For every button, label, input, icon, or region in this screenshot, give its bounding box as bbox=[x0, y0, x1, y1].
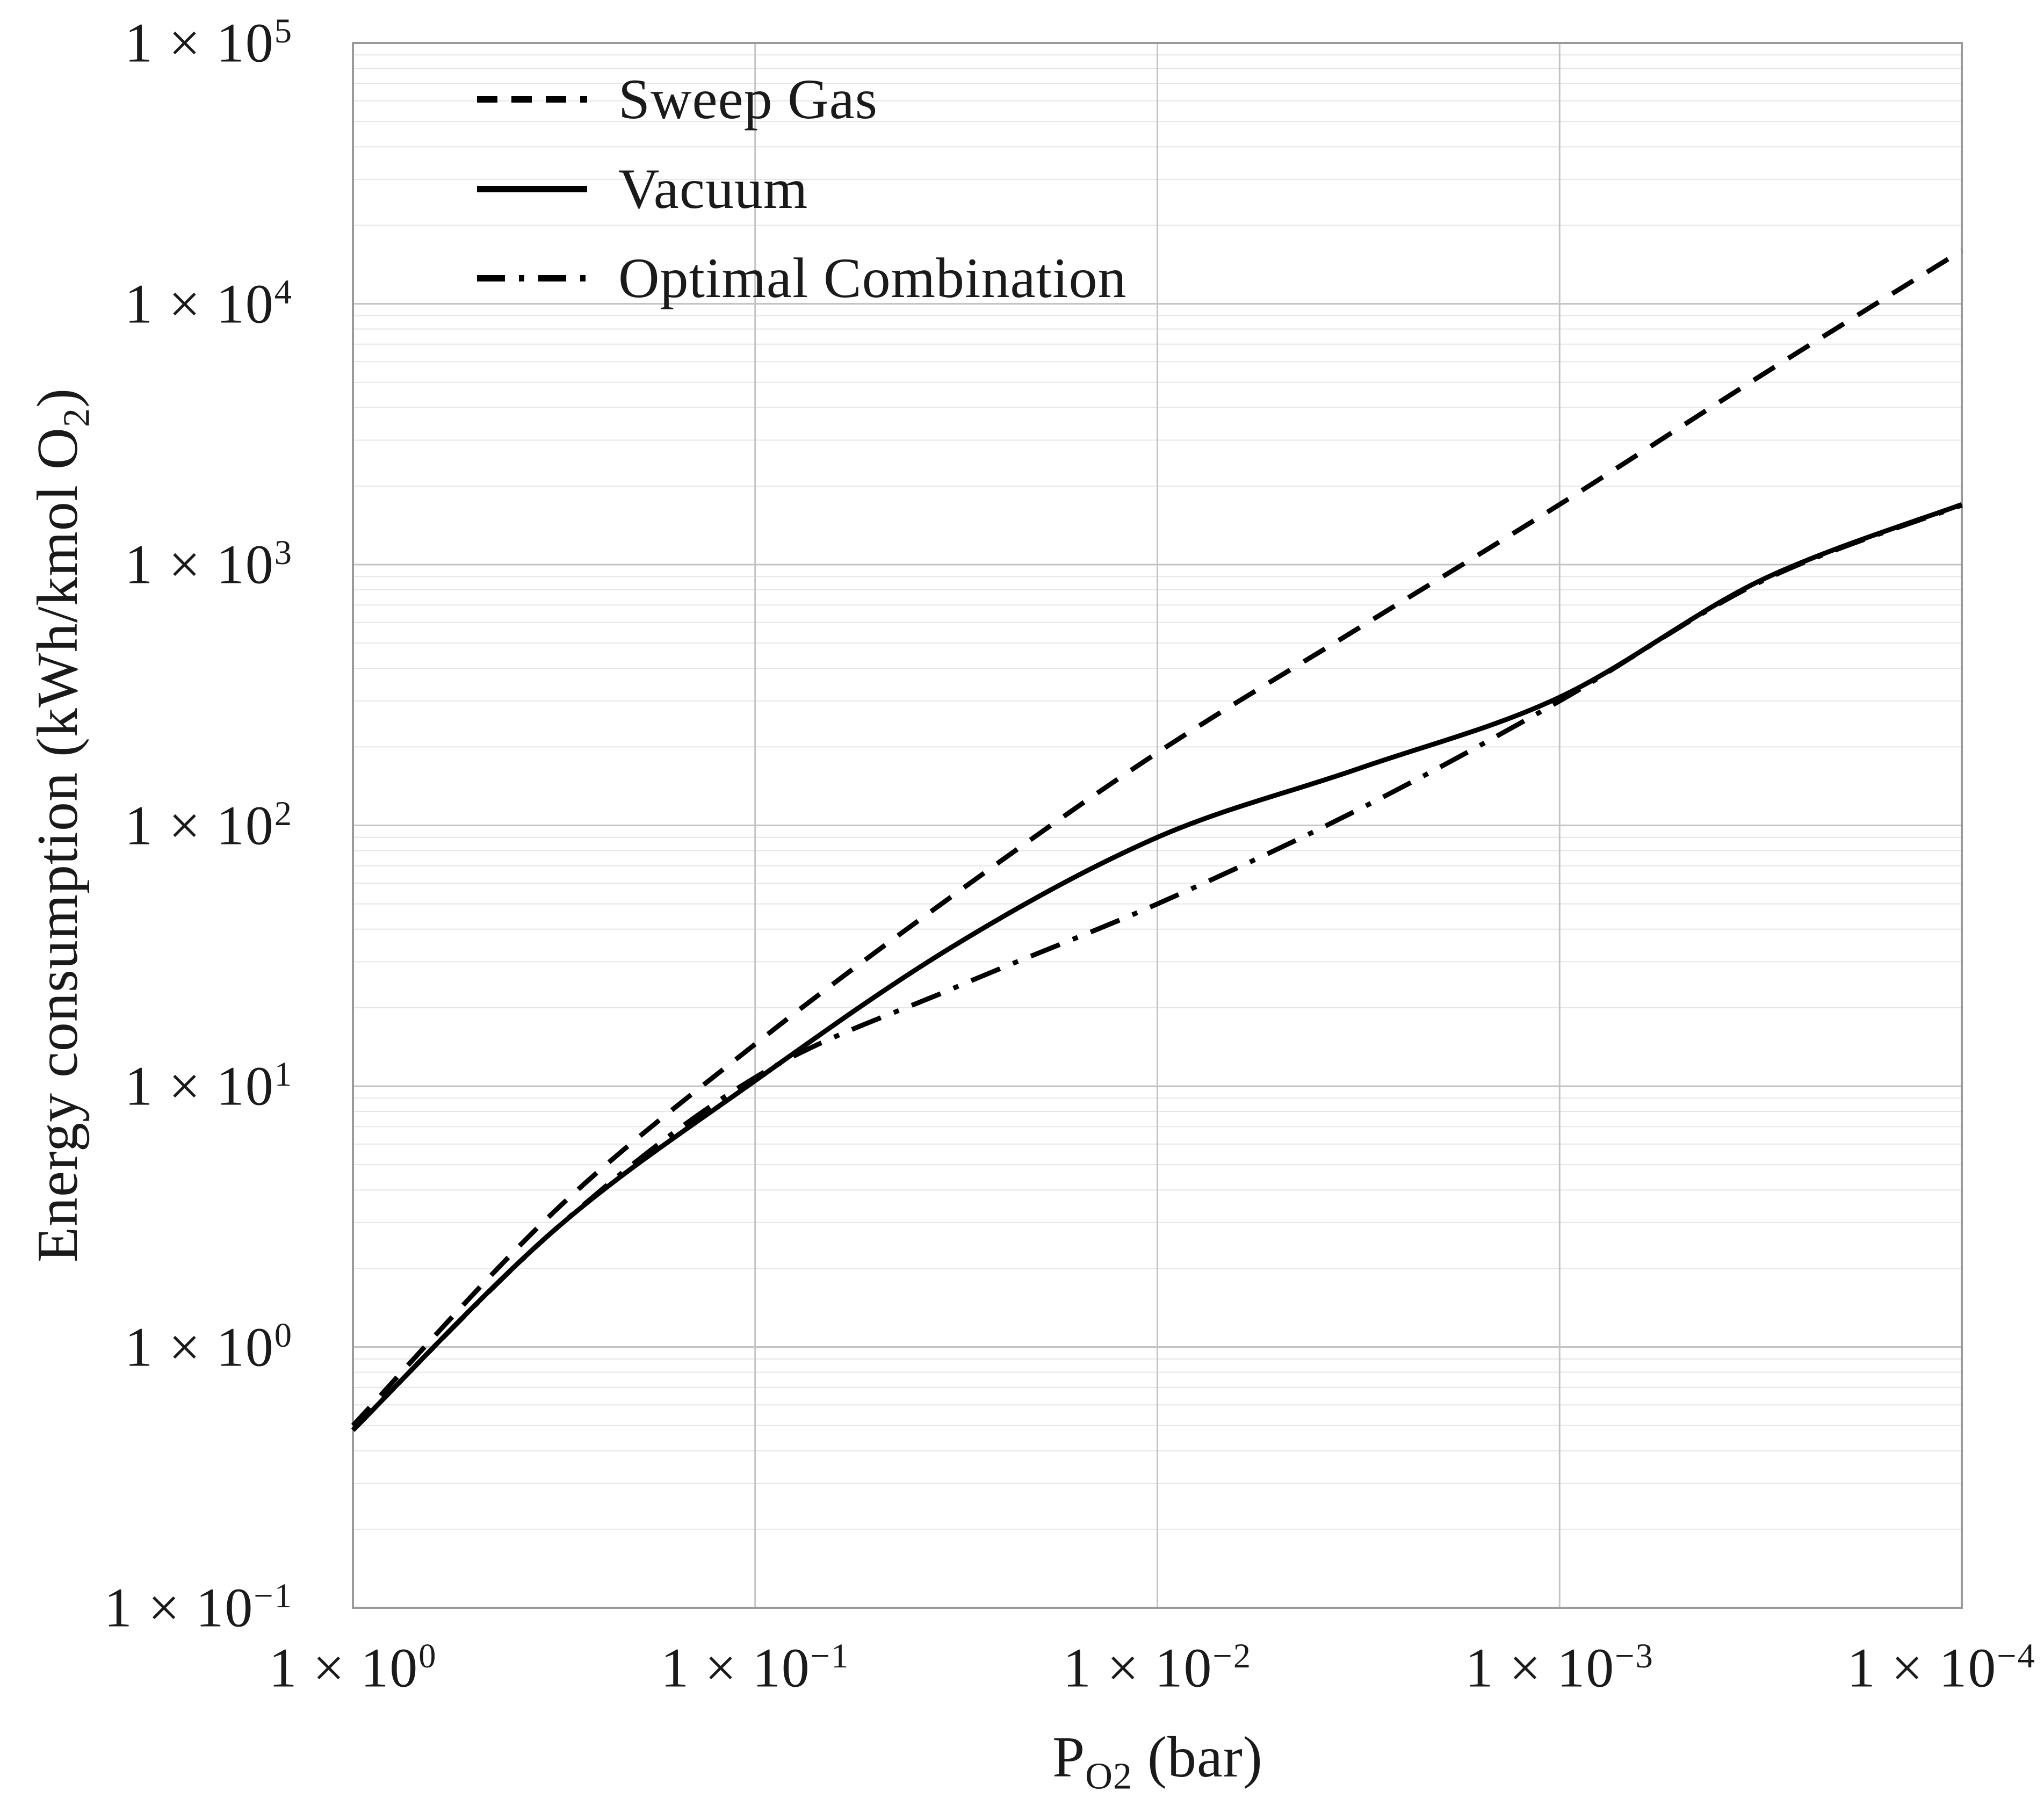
x-axis-title: PO2 (bar) bbox=[1052, 1724, 1263, 1795]
y-tick-base: 1 × 10 bbox=[125, 533, 275, 596]
y-axis-title-subscript: 2 bbox=[55, 408, 98, 428]
y-tick-base: 1 × 10 bbox=[125, 1055, 275, 1117]
y-tick-exponent: 2 bbox=[274, 794, 293, 833]
y-tick-exponent: 1 bbox=[274, 1054, 293, 1093]
series-line-optimal-combination bbox=[351, 503, 1963, 1432]
x-axis-title-subscript: O2 bbox=[1085, 1755, 1133, 1797]
x-tick-label-1e-4: 1 × 10−4 bbox=[1847, 1636, 2036, 1700]
legend-label: Vacuum bbox=[618, 157, 808, 220]
legend-item-vacuum: Vacuum bbox=[477, 151, 808, 227]
x-tick-label-1e-3: 1 × 10−3 bbox=[1465, 1636, 1654, 1700]
legend-item-optimal-combination: Optimal Combination bbox=[477, 241, 1126, 316]
y-tick-exponent: 3 bbox=[274, 533, 293, 572]
y-tick-label-1e4: 1 × 104 bbox=[0, 272, 293, 336]
y-tick-label-1e0: 1 × 100 bbox=[0, 1315, 293, 1379]
x-tick-label-1e0: 1 × 100 bbox=[269, 1636, 437, 1700]
x-tick-base: 1 × 10 bbox=[1063, 1637, 1213, 1699]
y-tick-label-1e3: 1 × 103 bbox=[0, 533, 293, 597]
x-tick-label-1e-1: 1 × 10−1 bbox=[661, 1636, 849, 1700]
y-tick-base: 1 × 10 bbox=[125, 1316, 275, 1378]
x-tick-base: 1 × 10 bbox=[661, 1637, 811, 1699]
y-tick-base: 1 × 10 bbox=[125, 273, 275, 335]
y-tick-label-1e5: 1 × 105 bbox=[0, 11, 293, 75]
plot-border bbox=[352, 42, 1963, 1609]
y-axis-title-close: ) bbox=[26, 388, 90, 408]
y-tick-label-1e-1: 1 × 10−1 bbox=[0, 1576, 293, 1640]
x-tick-exponent: −4 bbox=[1997, 1636, 2036, 1675]
y-tick-base: 1 × 10 bbox=[125, 794, 275, 856]
legend-marker-dashed-icon bbox=[477, 96, 587, 103]
legend-label: Sweep Gas bbox=[618, 68, 878, 131]
y-tick-exponent: 0 bbox=[274, 1316, 293, 1354]
legend-marker-dashdot-icon bbox=[477, 275, 587, 281]
x-tick-label-1e-2: 1 × 10−2 bbox=[1063, 1636, 1252, 1700]
x-axis-title-close: (bar) bbox=[1132, 1725, 1263, 1789]
x-tick-base: 1 × 10 bbox=[269, 1637, 419, 1699]
x-tick-exponent: −3 bbox=[1615, 1636, 1654, 1675]
y-tick-exponent: 4 bbox=[274, 272, 293, 311]
series-line-sweep-gas bbox=[351, 248, 1963, 1427]
legend-marker-solid-icon bbox=[477, 186, 587, 192]
y-tick-exponent: −1 bbox=[254, 1576, 293, 1615]
x-tick-exponent: −2 bbox=[1212, 1636, 1252, 1675]
x-tick-base: 1 × 10 bbox=[1465, 1637, 1615, 1699]
y-tick-label-1e2: 1 × 102 bbox=[0, 793, 293, 857]
y-tick-base: 1 × 10 bbox=[125, 12, 275, 74]
y-tick-exponent: 5 bbox=[274, 11, 293, 50]
legend-item-sweep-gas: Sweep Gas bbox=[477, 62, 878, 137]
legend-label: Optimal Combination bbox=[618, 247, 1127, 309]
x-tick-exponent: 0 bbox=[418, 1636, 437, 1675]
x-tick-base: 1 × 10 bbox=[1847, 1637, 1997, 1699]
y-tick-label-1e1: 1 × 101 bbox=[0, 1054, 293, 1118]
y-tick-base: 1 × 10 bbox=[104, 1577, 254, 1639]
x-axis-title-text: P bbox=[1052, 1725, 1086, 1789]
x-tick-exponent: −1 bbox=[810, 1636, 850, 1675]
